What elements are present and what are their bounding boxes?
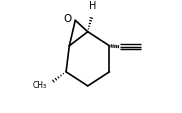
Text: O: O [64, 14, 72, 24]
Text: H: H [90, 1, 97, 11]
Text: CH₃: CH₃ [32, 81, 47, 89]
